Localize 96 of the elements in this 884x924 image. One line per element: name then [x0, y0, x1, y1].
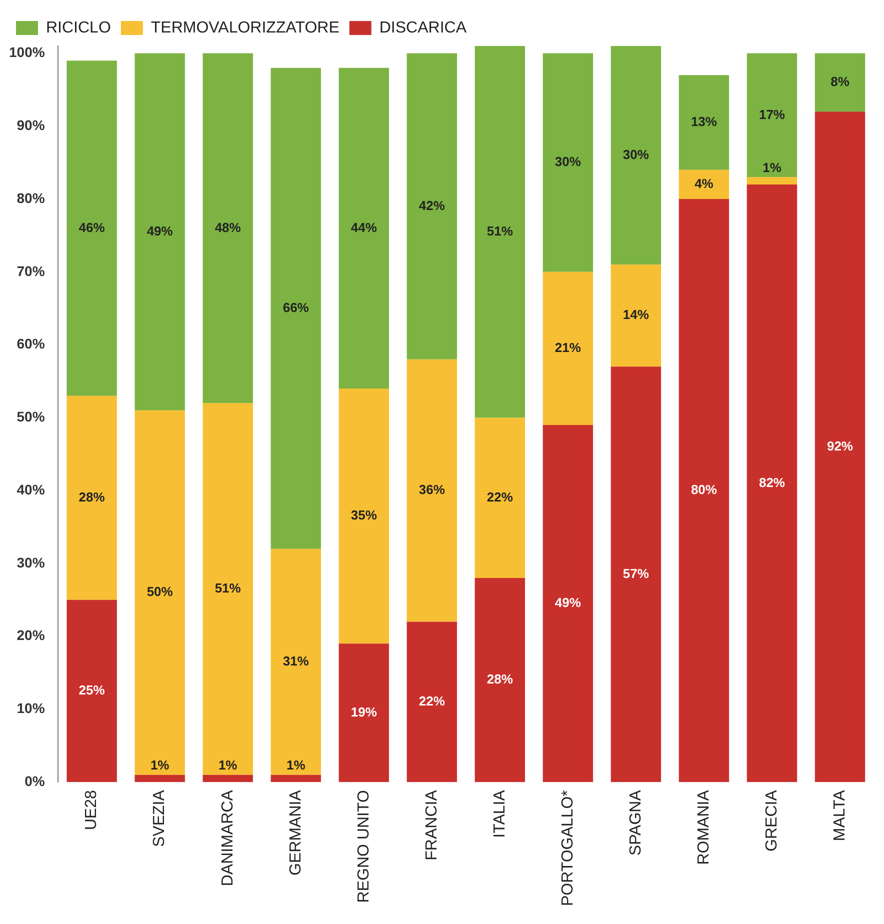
- x-tick-label: MALTA: [831, 790, 848, 842]
- y-tick-label: 40%: [16, 481, 46, 498]
- x-tick-label: UE28: [83, 790, 100, 830]
- data-label: 28%: [78, 489, 106, 504]
- bar: [66, 396, 117, 600]
- data-label: 14%: [622, 307, 650, 322]
- data-label: 46%: [78, 220, 106, 235]
- bar: [678, 75, 730, 170]
- bar: [610, 46, 662, 265]
- x-tick-label: ROMANIA: [695, 790, 712, 865]
- bar: [338, 68, 389, 389]
- data-label: 22%: [486, 489, 514, 504]
- bar: [202, 403, 253, 775]
- bar: [270, 774, 321, 782]
- bar: [678, 199, 730, 782]
- x-tick-label: ITALIA: [491, 790, 508, 838]
- bar: [814, 112, 866, 782]
- data-label: 28%: [486, 672, 514, 687]
- bar: [746, 177, 798, 184]
- data-label: 13%: [690, 114, 718, 130]
- legend-label: DISCARICA: [379, 19, 467, 36]
- y-tick-label: 100%: [8, 44, 46, 60]
- bar: [542, 424, 594, 782]
- bar: [746, 53, 798, 178]
- data-label: 49%: [146, 223, 174, 238]
- bar: [474, 46, 526, 418]
- bar: [542, 272, 594, 425]
- data-label: 30%: [554, 154, 582, 170]
- x-tick-label: SPAGNA: [627, 790, 644, 856]
- data-label: 31%: [282, 653, 310, 668]
- y-tick-label: 70%: [16, 262, 46, 279]
- bar: [338, 644, 389, 782]
- data-label: 8%: [830, 74, 850, 90]
- bar: [202, 53, 253, 404]
- bar: [66, 60, 117, 396]
- data-label: 1%: [150, 757, 170, 772]
- y-tick-label: 60%: [16, 336, 46, 352]
- y-tick-label: 0%: [24, 772, 46, 789]
- data-label: 42%: [418, 198, 446, 213]
- y-tick-label: 80%: [16, 190, 46, 206]
- bar: [134, 410, 185, 775]
- x-tick-label: GERMANIA: [287, 790, 304, 876]
- bar: [610, 264, 662, 367]
- data-label: 50%: [146, 584, 174, 600]
- y-tick-label: 30%: [16, 554, 46, 570]
- data-label: 49%: [554, 595, 582, 610]
- bar: [202, 774, 253, 782]
- x-tick-label: SVEZIA: [151, 790, 168, 848]
- data-label: 1%: [286, 757, 306, 772]
- y-tick-label: 50%: [16, 408, 46, 425]
- data-label: 4%: [694, 176, 714, 192]
- data-label: 30%: [622, 146, 650, 162]
- bar: [746, 184, 798, 782]
- bar: [406, 359, 457, 622]
- bar: [814, 53, 866, 112]
- x-tick-label: FRANCIA: [423, 790, 440, 860]
- bar: [542, 53, 594, 272]
- data-label: 44%: [350, 220, 378, 235]
- bar: [406, 53, 457, 360]
- bar: [474, 418, 526, 578]
- data-label: 1%: [762, 160, 782, 175]
- data-label: 92%: [826, 438, 854, 454]
- legend-label: RICICLO: [46, 19, 111, 36]
- y-tick-label: 90%: [16, 117, 46, 134]
- x-tick-label: DANIMARCA: [219, 790, 236, 886]
- data-label: 25%: [78, 682, 106, 698]
- bar: [270, 68, 321, 549]
- data-label: 82%: [758, 474, 786, 490]
- x-tick-label: PORTOGALLO*: [559, 790, 576, 906]
- bar: [134, 53, 185, 410]
- data-label: 21%: [554, 340, 582, 356]
- data-label: 19%: [350, 704, 378, 720]
- data-label: 17%: [758, 106, 786, 122]
- data-label: 51%: [486, 223, 514, 238]
- data-label: 66%: [282, 300, 310, 315]
- bar: [338, 388, 389, 644]
- data-label: 48%: [214, 220, 242, 235]
- data-label: 22%: [418, 694, 446, 709]
- data-label: 57%: [622, 566, 650, 581]
- bar: [474, 578, 526, 782]
- data-label: 36%: [418, 482, 446, 498]
- bar: [678, 170, 730, 200]
- bar: [134, 774, 185, 782]
- data-label: 35%: [350, 508, 378, 523]
- y-tick-label: 10%: [16, 700, 46, 716]
- data-label: 51%: [214, 580, 242, 596]
- x-tick-label: GRECIA: [763, 790, 780, 852]
- data-label: 1%: [218, 757, 238, 772]
- bar: [610, 366, 662, 782]
- legend-label: TERMOVALORIZZATORE: [150, 19, 340, 36]
- x-tick-label: REGNO UNITO: [355, 790, 372, 903]
- data-label: 80%: [690, 482, 718, 498]
- bar: [406, 622, 457, 782]
- bar: [270, 548, 321, 775]
- bar: [66, 600, 117, 782]
- y-tick-label: 20%: [16, 627, 46, 644]
